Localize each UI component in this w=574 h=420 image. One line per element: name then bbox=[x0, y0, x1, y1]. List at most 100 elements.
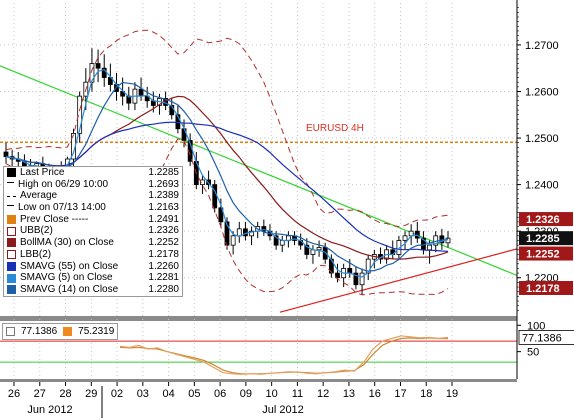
x-tick-label: 29 bbox=[85, 388, 97, 400]
legend-value: 1.2285 bbox=[148, 167, 179, 178]
x-tick-label: 05 bbox=[188, 388, 200, 400]
legend-value: 1.2280 bbox=[148, 283, 179, 295]
pane-separator bbox=[0, 316, 517, 321]
legend-label: SMAVG (14) on Close bbox=[20, 283, 119, 295]
legend-value: 1.2389 bbox=[148, 190, 179, 202]
osc-y-tick-label: 50 bbox=[527, 347, 539, 359]
sma5-line bbox=[5, 69, 449, 278]
x-tick-label: 27 bbox=[34, 388, 46, 400]
candle-body bbox=[230, 235, 236, 246]
osc-price-tag-label: 77.1386 bbox=[522, 332, 562, 344]
y-tick-label: 1.2400 bbox=[525, 180, 559, 192]
price-tag-label: 1.2285 bbox=[526, 233, 560, 245]
date-separator bbox=[0, 379, 517, 382]
x-tick-label: 18 bbox=[420, 388, 432, 400]
candle-body bbox=[402, 235, 408, 241]
candle-body bbox=[249, 230, 254, 237]
osc1-value: 77.1386 bbox=[21, 326, 58, 337]
legend-row: Low on 07/13 14:00 1.2163 bbox=[4, 202, 182, 214]
legend-swatch bbox=[7, 285, 16, 295]
legend-label: Last Price bbox=[20, 167, 65, 178]
legend-row: SMAVG (55) on Close 1.2260 bbox=[4, 261, 182, 273]
candle-body bbox=[359, 272, 365, 286]
candle-body bbox=[95, 63, 101, 69]
candle-body bbox=[322, 247, 328, 260]
price-tag-box bbox=[519, 231, 573, 246]
osc-price-tag-box bbox=[518, 329, 574, 345]
legend-value: 1.2163 bbox=[148, 202, 179, 214]
legend-swatch bbox=[7, 226, 16, 236]
legend-row: BollMA (30) on Close 1.2252 bbox=[4, 237, 182, 249]
legend-value: 1.2252 bbox=[148, 237, 179, 249]
x-tick-label: 10 bbox=[266, 388, 278, 400]
legend-row: Average 1.2389 bbox=[4, 190, 182, 202]
candle-body bbox=[236, 228, 242, 237]
candle-body bbox=[200, 179, 205, 186]
upper-bollinger-band bbox=[5, 29, 449, 228]
month-label: Jun 2012 bbox=[27, 404, 72, 416]
legend-value: 1.2326 bbox=[148, 225, 179, 237]
candle-body bbox=[138, 88, 144, 97]
candle-body bbox=[261, 226, 267, 232]
legend-label: Low on 07/13 14:00 bbox=[18, 202, 106, 214]
candle-body bbox=[279, 240, 285, 246]
x-tick-label: 12 bbox=[317, 388, 329, 400]
legend-swatch bbox=[7, 168, 16, 178]
price-tag-label: 1.2252 bbox=[526, 249, 560, 261]
legend-value: 1.2491 bbox=[148, 213, 179, 225]
price-tag-label: 1.2178 bbox=[526, 283, 560, 295]
candle-body bbox=[365, 258, 371, 274]
legend-swatch bbox=[7, 250, 16, 260]
legend-swatch bbox=[7, 238, 16, 248]
y-tick-label: 1.2500 bbox=[525, 133, 559, 145]
legend-value: 1.2693 bbox=[148, 178, 179, 190]
legend-swatch bbox=[7, 195, 16, 197]
price-tag-label: 1.2326 bbox=[526, 214, 560, 226]
x-tick-label: 26 bbox=[8, 388, 20, 400]
candle-body bbox=[353, 272, 359, 286]
oscillator-legend: 77.1386 75.2319 bbox=[2, 323, 119, 340]
legend-row: High on 06/29 10:00 1.2693 bbox=[4, 179, 182, 191]
legend-row: SMAVG (5) on Close 1.2281 bbox=[4, 272, 182, 284]
legend-swatch bbox=[7, 205, 14, 210]
x-tick-label: 09 bbox=[240, 388, 252, 400]
x-tick-label: 13 bbox=[343, 388, 355, 400]
legend-label: SMAVG (55) on Close bbox=[20, 260, 119, 272]
y-tick-label: 1.2600 bbox=[525, 86, 559, 98]
candle-body bbox=[335, 272, 340, 279]
month-label: Jul 2012 bbox=[262, 404, 304, 416]
osc-series-1 bbox=[119, 335, 449, 375]
price-tag-box bbox=[519, 246, 573, 261]
candle-body bbox=[347, 268, 353, 274]
x-tick-label: 28 bbox=[59, 388, 71, 400]
osc-y-tick-label: 100 bbox=[527, 320, 545, 332]
legend-label: BollMA (30) on Close bbox=[20, 237, 114, 249]
chart-title-annotation: EURUSD 4H bbox=[306, 123, 364, 134]
legend-label: Average bbox=[20, 190, 58, 202]
y-tick-label: 1.2700 bbox=[525, 40, 559, 52]
legend-row: Prev Close ----- 1.2491 bbox=[4, 214, 182, 226]
candle-body bbox=[243, 228, 248, 237]
legend-row: LBB(2) 1.2178 bbox=[4, 249, 182, 261]
legend-label: High on 06/29 10:00 bbox=[18, 178, 109, 190]
osc1-swatch bbox=[6, 327, 15, 336]
chart-legend: Last Price 1.2285 High on 06/29 10:00 1.269… bbox=[3, 166, 183, 297]
candle-body bbox=[273, 235, 279, 246]
legend-swatch bbox=[7, 261, 16, 271]
legend-value: 1.2281 bbox=[148, 272, 179, 284]
x-tick-label: 19 bbox=[446, 388, 458, 400]
x-tick-label: 03 bbox=[137, 388, 149, 400]
candle-body bbox=[316, 247, 322, 251]
x-tick-label: 04 bbox=[162, 388, 174, 400]
candle-body bbox=[218, 207, 224, 223]
legend-label: SMAVG (5) on Close bbox=[20, 272, 113, 284]
x-tick-label: 11 bbox=[292, 388, 303, 400]
candle-body bbox=[427, 244, 432, 251]
legend-value: 1.2260 bbox=[148, 260, 179, 272]
legend-value: 1.2178 bbox=[148, 248, 179, 260]
legend-row: Last Price 1.2285 bbox=[4, 167, 182, 179]
candle-body bbox=[304, 244, 310, 255]
x-tick-label: 06 bbox=[214, 388, 226, 400]
sma14-line bbox=[5, 81, 449, 272]
x-tick-label: 02 bbox=[111, 388, 123, 400]
